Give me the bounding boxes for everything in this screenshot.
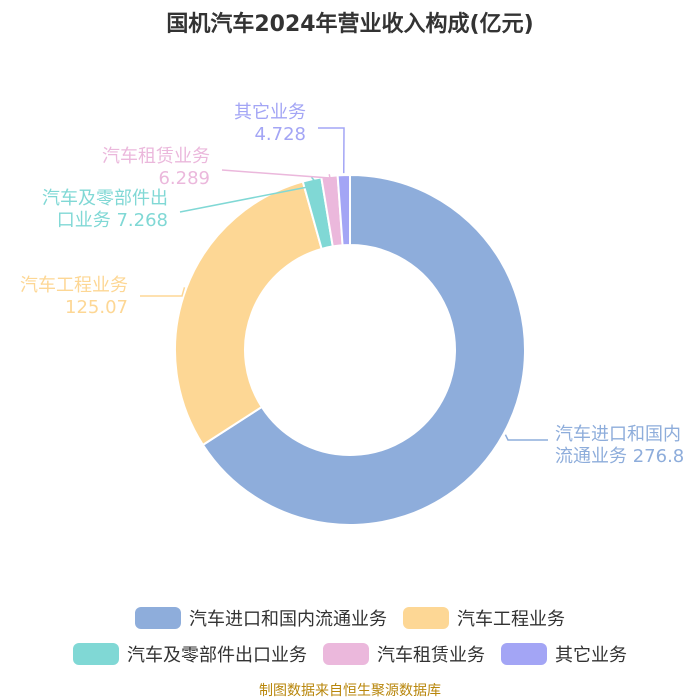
leader-line — [179, 176, 320, 213]
legend-row-1: 汽车进口和国内流通业务 汽车工程业务 — [0, 600, 700, 636]
leader-line — [221, 169, 331, 179]
legend-swatch — [73, 643, 119, 665]
legend-label: 汽车进口和国内流通业务 — [189, 609, 387, 630]
legend-swatch — [323, 643, 369, 665]
legend-item[interactable]: 汽车租赁业务 — [323, 641, 485, 667]
slice-label: 汽车租赁业务 — [102, 146, 210, 167]
slice-label: 汽车进口和国内 — [555, 424, 681, 445]
leader-line — [140, 287, 186, 297]
legend-item[interactable]: 汽车工程业务 — [403, 605, 565, 631]
leader-line — [504, 434, 548, 441]
slice-label: 6.289 — [158, 168, 210, 189]
donut-slice[interactable] — [201, 173, 526, 526]
slice-label: 流通业务 276.8 — [555, 446, 684, 467]
slice-label: 汽车工程业务 — [20, 275, 128, 296]
donut-slice[interactable] — [174, 180, 323, 447]
legend-label: 汽车及零部件出口业务 — [127, 645, 307, 666]
legend-row-2: 汽车及零部件出口业务 汽车租赁业务 其它业务 — [0, 636, 700, 672]
slice-label: 4.728 — [254, 124, 306, 145]
legend-item[interactable]: 汽车及零部件出口业务 — [73, 641, 307, 667]
slice-label: 口业务 7.268 — [57, 210, 168, 231]
legend-label: 汽车租赁业务 — [377, 645, 485, 666]
legend-label: 其它业务 — [555, 645, 627, 666]
chart-title: 国机汽车2024年营业收入构成(亿元) — [166, 12, 534, 37]
legend-swatch — [135, 607, 181, 629]
legend: 汽车进口和国内流通业务 汽车工程业务 汽车及零部件出口业务 汽车租赁业务 其它业… — [0, 600, 700, 672]
legend-label: 汽车工程业务 — [457, 609, 565, 630]
legend-swatch — [403, 607, 449, 629]
legend-swatch — [501, 643, 547, 665]
legend-item[interactable]: 汽车进口和国内流通业务 — [135, 605, 387, 631]
slice-label: 汽车及零部件出 — [42, 188, 168, 209]
leader-line — [318, 127, 345, 174]
source-note: 制图数据来自恒生聚源数据库 — [259, 683, 441, 699]
donut-slice[interactable] — [336, 173, 351, 247]
slice-label: 其它业务 — [234, 102, 306, 123]
slice-label: 125.07 — [65, 297, 128, 318]
legend-item[interactable]: 其它业务 — [501, 641, 627, 667]
